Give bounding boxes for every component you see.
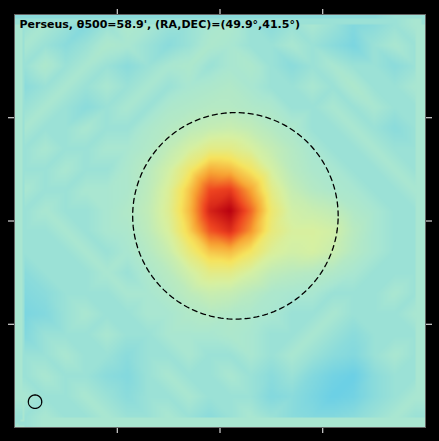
svg-text:Perseus, θ500=58.9', (RA,DEC)=: Perseus, θ500=58.9', (RA,DEC)=(49.9°,41.…: [20, 18, 300, 31]
